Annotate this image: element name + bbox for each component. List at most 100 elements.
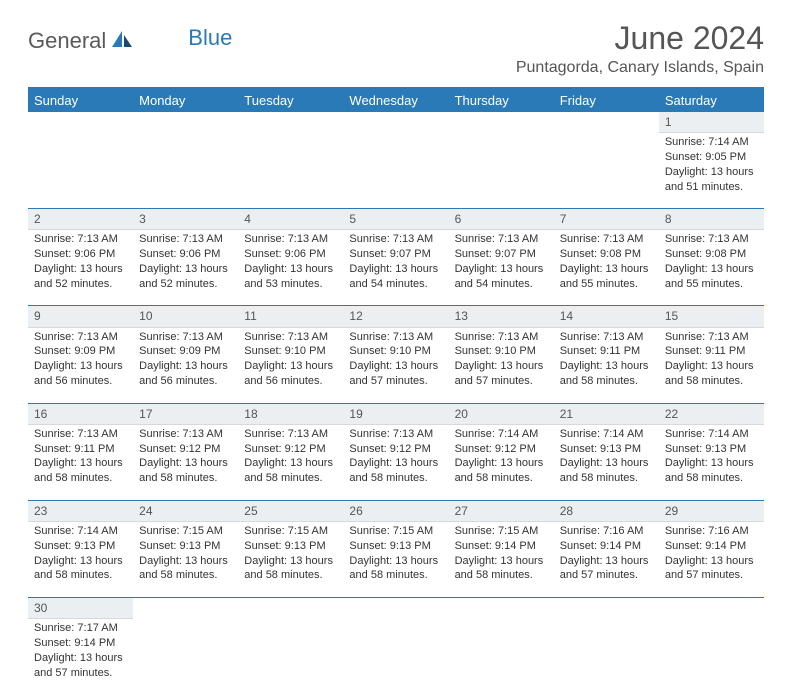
sunrise-text: Sunrise: 7:13 AM: [244, 427, 337, 442]
sunset-text: Sunset: 9:11 PM: [665, 344, 758, 359]
sunset-text: Sunset: 9:06 PM: [34, 247, 127, 262]
sail-icon: [110, 29, 136, 54]
sunrise-text: Sunrise: 7:13 AM: [349, 427, 442, 442]
sunrise-text: Sunrise: 7:16 AM: [560, 524, 653, 539]
day-number: 28: [554, 500, 659, 521]
day-number: [28, 112, 133, 133]
daylight-text: Daylight: 13 hours: [455, 554, 548, 569]
day-number: [449, 597, 554, 618]
day-number-row: 16171819202122: [28, 403, 764, 424]
day-cell: Sunrise: 7:13 AMSunset: 9:10 PMDaylight:…: [343, 327, 448, 403]
day-number-row: 9101112131415: [28, 306, 764, 327]
detail-row: Sunrise: 7:14 AMSunset: 9:05 PMDaylight:…: [28, 133, 764, 209]
daylight-text: and 58 minutes.: [665, 471, 758, 486]
day-number: 1: [659, 112, 764, 133]
sunrise-text: Sunrise: 7:13 AM: [665, 330, 758, 345]
day-cell: Sunrise: 7:13 AMSunset: 9:09 PMDaylight:…: [133, 327, 238, 403]
daylight-text: Daylight: 13 hours: [455, 456, 548, 471]
detail-row: Sunrise: 7:13 AMSunset: 9:06 PMDaylight:…: [28, 230, 764, 306]
sunset-text: Sunset: 9:14 PM: [665, 539, 758, 554]
day-number: 21: [554, 403, 659, 424]
day-number: [238, 112, 343, 133]
day-cell: Sunrise: 7:14 AMSunset: 9:13 PMDaylight:…: [659, 424, 764, 500]
sunrise-text: Sunrise: 7:13 AM: [34, 427, 127, 442]
sunset-text: Sunset: 9:08 PM: [665, 247, 758, 262]
day-number: 25: [238, 500, 343, 521]
sunrise-text: Sunrise: 7:13 AM: [349, 330, 442, 345]
day-cell: Sunrise: 7:13 AMSunset: 9:07 PMDaylight:…: [343, 230, 448, 306]
daylight-text: Daylight: 13 hours: [244, 554, 337, 569]
day-cell: [554, 133, 659, 209]
daylight-text: and 55 minutes.: [665, 277, 758, 292]
day-cell: Sunrise: 7:14 AMSunset: 9:12 PMDaylight:…: [449, 424, 554, 500]
daylight-text: Daylight: 13 hours: [665, 554, 758, 569]
day-cell: [554, 619, 659, 695]
daylight-text: and 58 minutes.: [560, 374, 653, 389]
day-number: 29: [659, 500, 764, 521]
day-cell: Sunrise: 7:13 AMSunset: 9:06 PMDaylight:…: [238, 230, 343, 306]
day-cell: Sunrise: 7:13 AMSunset: 9:12 PMDaylight:…: [238, 424, 343, 500]
daylight-text: Daylight: 13 hours: [560, 456, 653, 471]
daylight-text: and 58 minutes.: [455, 471, 548, 486]
daylight-text: and 56 minutes.: [34, 374, 127, 389]
day-cell: Sunrise: 7:15 AMSunset: 9:14 PMDaylight:…: [449, 521, 554, 597]
sunset-text: Sunset: 9:09 PM: [34, 344, 127, 359]
daylight-text: and 58 minutes.: [244, 471, 337, 486]
daylight-text: Daylight: 13 hours: [455, 359, 548, 374]
sunset-text: Sunset: 9:10 PM: [349, 344, 442, 359]
day-number: 24: [133, 500, 238, 521]
title-block: June 2024 Puntagorda, Canary Islands, Sp…: [516, 20, 764, 77]
sunrise-text: Sunrise: 7:13 AM: [560, 330, 653, 345]
sunrise-text: Sunrise: 7:15 AM: [139, 524, 232, 539]
daylight-text: and 56 minutes.: [139, 374, 232, 389]
logo: General Blue: [28, 28, 232, 54]
sunrise-text: Sunrise: 7:13 AM: [139, 232, 232, 247]
sunset-text: Sunset: 9:08 PM: [560, 247, 653, 262]
day-number: [554, 112, 659, 133]
sunrise-text: Sunrise: 7:16 AM: [665, 524, 758, 539]
sunrise-text: Sunrise: 7:15 AM: [244, 524, 337, 539]
sunrise-text: Sunrise: 7:13 AM: [455, 232, 548, 247]
day-cell: [449, 133, 554, 209]
daylight-text: Daylight: 13 hours: [349, 359, 442, 374]
day-cell: Sunrise: 7:15 AMSunset: 9:13 PMDaylight:…: [343, 521, 448, 597]
daylight-text: Daylight: 13 hours: [455, 262, 548, 277]
daylight-text: Daylight: 13 hours: [665, 165, 758, 180]
day-number: 22: [659, 403, 764, 424]
day-number: 14: [554, 306, 659, 327]
daylight-text: Daylight: 13 hours: [34, 554, 127, 569]
day-number: 9: [28, 306, 133, 327]
day-number: 12: [343, 306, 448, 327]
day-number: 15: [659, 306, 764, 327]
day-number: [133, 597, 238, 618]
day-cell: Sunrise: 7:13 AMSunset: 9:10 PMDaylight:…: [238, 327, 343, 403]
sunrise-text: Sunrise: 7:13 AM: [349, 232, 442, 247]
daylight-text: and 58 minutes.: [244, 568, 337, 583]
daylight-text: Daylight: 13 hours: [349, 554, 442, 569]
daylight-text: and 57 minutes.: [455, 374, 548, 389]
daylight-text: Daylight: 13 hours: [139, 456, 232, 471]
sunrise-text: Sunrise: 7:13 AM: [455, 330, 548, 345]
daylight-text: and 58 minutes.: [139, 471, 232, 486]
sunset-text: Sunset: 9:12 PM: [244, 442, 337, 457]
weekday-header: Tuesday: [238, 88, 343, 112]
sunset-text: Sunset: 9:12 PM: [349, 442, 442, 457]
daylight-text: Daylight: 13 hours: [139, 554, 232, 569]
daylight-text: and 58 minutes.: [560, 471, 653, 486]
daylight-text: and 52 minutes.: [139, 277, 232, 292]
sunset-text: Sunset: 9:06 PM: [244, 247, 337, 262]
day-number: 18: [238, 403, 343, 424]
daylight-text: Daylight: 13 hours: [244, 359, 337, 374]
daylight-text: and 57 minutes.: [665, 568, 758, 583]
logo-text-blue: Blue: [188, 25, 232, 51]
daylight-text: and 58 minutes.: [139, 568, 232, 583]
weekday-header: Sunday: [28, 88, 133, 112]
day-cell: [238, 619, 343, 695]
daylight-text: and 58 minutes.: [349, 471, 442, 486]
weekday-header: Thursday: [449, 88, 554, 112]
sunset-text: Sunset: 9:13 PM: [349, 539, 442, 554]
sunset-text: Sunset: 9:13 PM: [244, 539, 337, 554]
day-number-row: 1: [28, 112, 764, 133]
day-cell: [28, 133, 133, 209]
sunrise-text: Sunrise: 7:13 AM: [34, 232, 127, 247]
